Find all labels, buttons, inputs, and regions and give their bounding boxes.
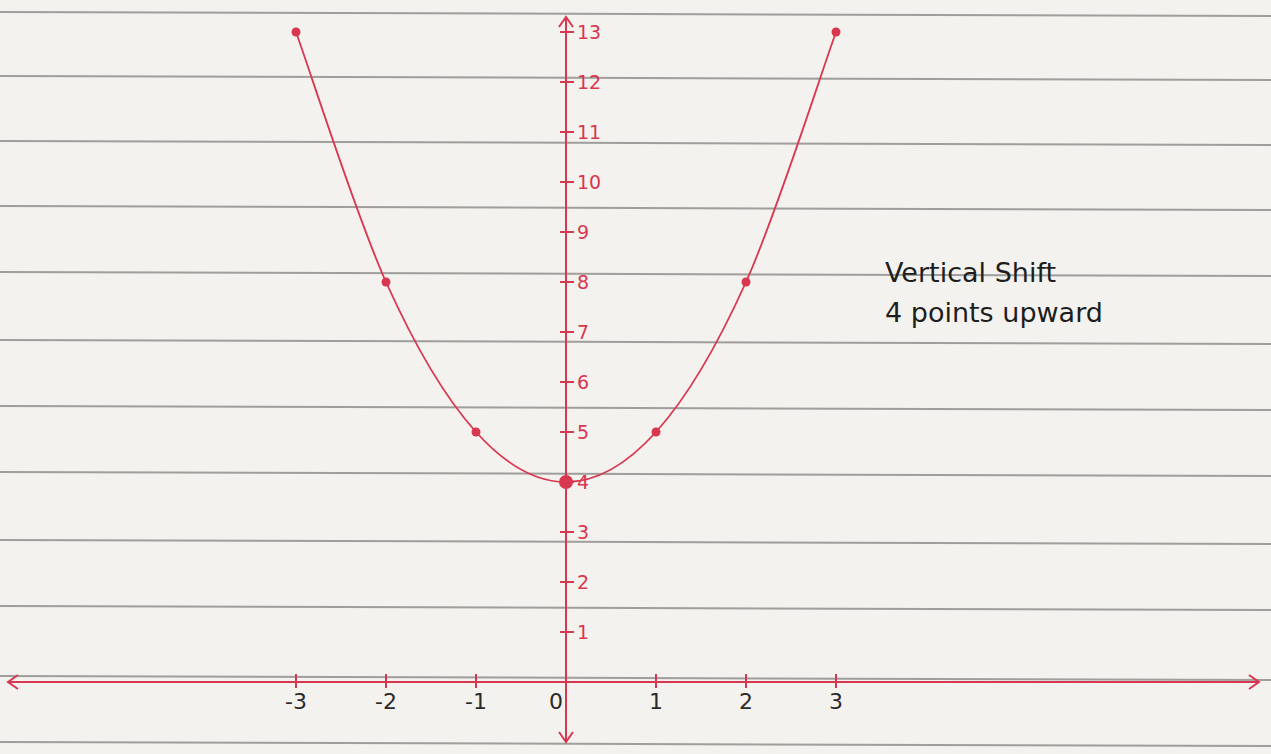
paper [0,0,1271,754]
x-tick-label: 3 [829,689,843,714]
y-tick-label: 4 [577,471,589,493]
x-arrow-right [1249,675,1259,689]
y-tick-label: 5 [577,421,589,443]
x-tick [655,674,657,688]
curve [296,32,836,482]
x-tick-label: -3 [285,689,307,714]
x-tick [745,674,747,688]
y-tick [560,381,574,383]
point [652,428,661,437]
y-tick-label: 6 [577,371,589,393]
y-tick-label: 13 [577,21,601,43]
y-tick-label: 11 [577,121,601,143]
x-tick-label: 1 [649,689,663,714]
point [292,28,301,37]
paper-rule [0,206,1271,210]
x-tick-label: -2 [375,689,397,714]
annotation: 4 points upward [885,297,1103,328]
x-tick-label: 2 [739,689,753,714]
y-arrow-up [559,17,573,27]
x-tick [385,674,387,688]
point [472,428,481,437]
paper-rule [0,272,1271,276]
y-tick [560,231,574,233]
y-tick [560,631,574,633]
y-axis [565,17,567,742]
chart-root: -3-2-1012312345678910111213Vertical Shif… [0,0,1271,754]
y-tick-label: 3 [577,521,589,543]
paper-rule [0,606,1271,610]
y-tick [560,431,574,433]
y-tick-label: 2 [577,571,589,593]
y-tick [560,281,574,283]
point [742,278,751,287]
y-tick-label: 12 [577,71,601,93]
x-tick [835,674,837,688]
x-tick-label: 0 [549,689,563,714]
y-tick [560,581,574,583]
paper-rule [0,472,1271,476]
y-tick-label: 10 [577,171,601,193]
paper-rule [0,141,1271,145]
point [832,28,841,37]
y-tick-label: 8 [577,271,589,293]
point [382,278,391,287]
x-tick-label: -1 [465,689,487,714]
y-tick [560,531,574,533]
x-tick [295,674,297,688]
y-tick [560,131,574,133]
y-tick [560,31,574,33]
x-tick [475,674,477,688]
x-arrow-left [8,675,18,689]
paper-rule [0,406,1271,410]
y-tick-label: 9 [577,221,589,243]
paper-rule [0,340,1271,344]
x-axis [8,681,1259,683]
y-arrow-down [559,732,573,742]
paper-rule [0,742,1271,746]
annotation: Vertical Shift [885,257,1056,288]
paper-rule [0,76,1271,80]
point [559,475,573,489]
y-tick [560,181,574,183]
chart-svg: -3-2-1012312345678910111213Vertical Shif… [0,0,1271,754]
y-tick [560,331,574,333]
paper-rule [0,12,1271,16]
y-tick [560,81,574,83]
plot-area [292,28,841,490]
y-tick-label: 7 [577,321,589,343]
y-tick-label: 1 [577,621,589,643]
paper-rule [0,540,1271,544]
paper-rule [0,676,1271,680]
